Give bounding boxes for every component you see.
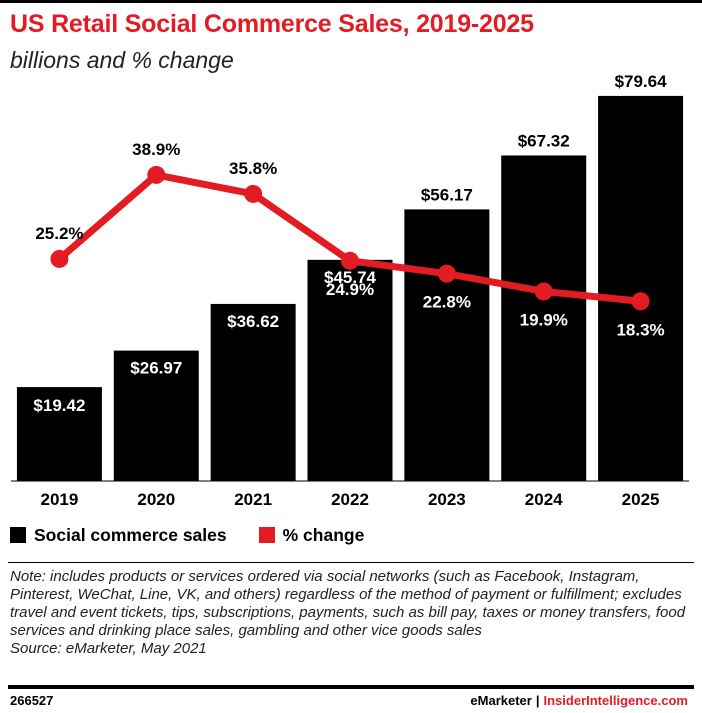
bar-label-2019: $19.42 bbox=[33, 396, 85, 415]
legend-swatch-change bbox=[258, 527, 275, 543]
top-rule bbox=[0, 0, 702, 3]
change-label-2019: 25.2% bbox=[35, 224, 83, 243]
change-label-2024: 19.9% bbox=[520, 310, 568, 329]
change-label-2022: 24.9% bbox=[326, 280, 374, 299]
note-divider bbox=[8, 562, 694, 563]
change-point-2024 bbox=[534, 282, 553, 301]
change-label-2025: 18.3% bbox=[616, 320, 664, 339]
change-label-2021: 35.8% bbox=[229, 159, 277, 178]
x-tick-2023: 2023 bbox=[428, 490, 466, 509]
change-point-2022 bbox=[341, 251, 359, 270]
bar-label-2021: $36.62 bbox=[227, 312, 279, 331]
bar-label-2022: $45.74 bbox=[324, 268, 377, 287]
brand-site: InsiderIntelligence.com bbox=[543, 693, 689, 708]
x-tick-2019: 2019 bbox=[41, 490, 79, 509]
footer-brand: eMarketer | InsiderIntelligence.com bbox=[470, 693, 688, 708]
footer-bar bbox=[8, 685, 694, 689]
legend-label-change: % change bbox=[282, 524, 365, 545]
change-label-2020: 38.9% bbox=[132, 140, 180, 159]
bar-2020 bbox=[113, 350, 199, 481]
bar-label-2023: $56.17 bbox=[421, 185, 473, 204]
change-point-2020 bbox=[147, 165, 166, 184]
change-point-2021 bbox=[244, 184, 263, 203]
bar-2022 bbox=[307, 259, 393, 481]
bar-2023 bbox=[404, 209, 490, 481]
x-tick-2021: 2021 bbox=[234, 490, 272, 509]
bar-label-2020: $26.97 bbox=[130, 359, 182, 378]
bar-2021 bbox=[210, 303, 296, 481]
change-label-2023: 22.8% bbox=[423, 293, 471, 312]
x-tick-2025: 2025 bbox=[622, 490, 660, 509]
source-text: Source: eMarketer, May 2021 bbox=[10, 640, 207, 657]
chart-plot: $19.42 $26.97 $36.62 $45.74 $56.17 $67.32 $79.… bbox=[11, 72, 689, 509]
chart-subtitle: billions and % change bbox=[10, 47, 234, 73]
x-tick-2020: 2020 bbox=[137, 490, 175, 509]
bar-label-2024: $67.32 bbox=[518, 131, 570, 150]
legend-label-sales: Social commerce sales bbox=[34, 524, 227, 545]
change-point-2019 bbox=[50, 249, 69, 268]
legend: Social commerce sales % change bbox=[10, 522, 396, 548]
brand-separator: | bbox=[535, 693, 540, 708]
legend-item-sales: Social commerce sales bbox=[10, 525, 227, 546]
note-block: Note: includes products or services orde… bbox=[10, 568, 694, 658]
change-point-2023 bbox=[437, 264, 456, 283]
x-tick-2022: 2022 bbox=[331, 490, 369, 509]
bar-2019 bbox=[16, 387, 102, 481]
chart-id: 266527 bbox=[10, 693, 54, 708]
note-text: Note: includes products or services orde… bbox=[10, 568, 686, 639]
legend-item-change: % change bbox=[258, 524, 365, 546]
legend-swatch-sales bbox=[10, 527, 26, 543]
brand-emarketer: eMarketer bbox=[470, 693, 532, 708]
chart-title: US Retail Social Commerce Sales, 2019-20… bbox=[10, 10, 534, 38]
bar-label-2025: $79.64 bbox=[615, 72, 668, 91]
change-point-2025 bbox=[631, 292, 650, 311]
bar-2024 bbox=[501, 155, 587, 481]
bar-2025 bbox=[598, 95, 684, 481]
x-tick-2024: 2024 bbox=[525, 490, 563, 509]
